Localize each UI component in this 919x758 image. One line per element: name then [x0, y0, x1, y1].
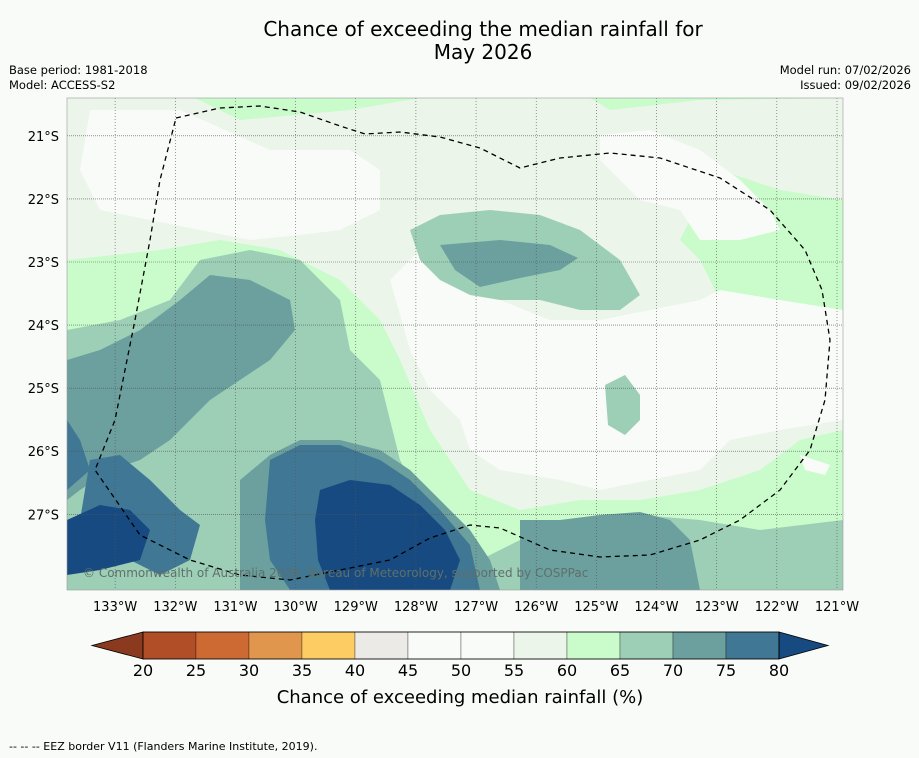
title-line-2: May 2026 — [433, 40, 533, 64]
plot-frame — [66, 97, 844, 591]
chart-title: Chance of exceeding the median rainfall … — [0, 18, 919, 64]
colorbar-band — [513, 631, 568, 660]
lat-tick-label: 26°S — [28, 445, 59, 460]
copyright-text: © Commonwealth of Australia 2026, Bureau… — [83, 566, 588, 580]
colorbar-band — [619, 631, 674, 660]
colorbar-tick-label: 20 — [133, 661, 153, 680]
lat-tick-label: 25°S — [28, 382, 59, 397]
lat-tick-label: 24°S — [28, 319, 59, 334]
lon-tick-label: 130°W — [274, 600, 318, 615]
lon-tick-label: 126°W — [514, 600, 558, 615]
lon-tick-label: 125°W — [574, 600, 618, 615]
colorbar: 20 25 30 35 40 45 50 55 60 65 70 75 80 — [90, 631, 830, 680]
issued-text: Issued: 09/02/2026 — [800, 78, 911, 92]
contour-region-80 — [67, 480, 460, 590]
colorbar-label: Chance of exceeding median rainfall (%) — [277, 687, 644, 708]
colorbar-tick-label: 60 — [557, 661, 577, 680]
gridlines — [67, 98, 843, 590]
chart-svg: © Commonwealth of Australia 2026, Bureau… — [28, 97, 859, 708]
lon-tick-label: 123°W — [695, 600, 739, 615]
colorbar-band — [672, 631, 727, 660]
colorbar-band — [195, 631, 250, 660]
colorbar-tick-label: 45 — [398, 661, 418, 680]
lon-tick-label: 128°W — [394, 600, 438, 615]
colorbar-band — [566, 631, 621, 660]
colorbar-tick-label: 80 — [769, 661, 789, 680]
lat-tick-label: 27°S — [28, 508, 59, 523]
title-line-1: Chance of exceeding the median rainfall … — [263, 17, 703, 41]
latitude-ticks: 21°S 22°S 23°S 24°S 25°S 26°S 27°S — [28, 130, 59, 523]
lon-tick-label: 133°W — [93, 600, 137, 615]
colorbar-under-triangle — [90, 631, 144, 660]
longitude-ticks: 133°W 132°W 131°W 130°W 129°W 128°W 127°W 126°W… — [93, 600, 859, 615]
contour-region-70 — [67, 240, 700, 590]
colorbar-tick-label: 25 — [186, 661, 206, 680]
colorbar-tick-label: 50 — [451, 661, 471, 680]
colorbar-band — [354, 631, 409, 660]
colorbar-tick-label: 30 — [239, 661, 259, 680]
colorbar-band — [248, 631, 303, 660]
lon-tick-label: 122°W — [755, 600, 799, 615]
colorbar-tick-label: 40 — [345, 661, 365, 680]
eez-border-line — [94, 105, 831, 581]
colorbar-tick-label: 55 — [504, 661, 524, 680]
meta-right: Model run: 07/02/2026 Issued: 09/02/2026 — [780, 63, 911, 93]
lon-tick-label: 124°W — [634, 600, 678, 615]
lat-tick-label: 23°S — [28, 256, 59, 271]
colorbar-over-triangle — [778, 631, 830, 660]
model-run-text: Model run: 07/02/2026 — [779, 63, 911, 77]
lon-tick-label: 121°W — [815, 600, 859, 615]
colorbar-tick-label: 75 — [716, 661, 736, 680]
lat-tick-label: 22°S — [28, 193, 59, 208]
lon-tick-label: 127°W — [454, 600, 498, 615]
base-period-text: Base period: 1981-2018 — [9, 63, 148, 77]
colorbar-band — [407, 631, 462, 660]
contour-regions — [67, 98, 843, 590]
colorbar-band — [142, 631, 197, 660]
lon-tick-label: 129°W — [334, 600, 378, 615]
lat-tick-label: 21°S — [28, 130, 59, 145]
contour-region-50 — [80, 110, 843, 490]
lon-tick-label: 132°W — [153, 600, 197, 615]
lon-tick-label: 131°W — [213, 600, 257, 615]
colorbar-band — [725, 631, 780, 660]
colorbar-tick-label: 70 — [663, 661, 683, 680]
model-text: Model: ACCESS-S2 — [9, 78, 116, 92]
meta-left: Base period: 1981-2018 Model: ACCESS-S2 — [9, 63, 148, 93]
colorbar-tick-label: 35 — [292, 661, 312, 680]
colorbar-band — [460, 631, 515, 660]
colorbar-frame — [142, 631, 780, 660]
colorbar-tick-label: 65 — [610, 661, 630, 680]
footer-note: -- -- -- EEZ border V11 (Flanders Marine… — [9, 740, 318, 753]
colorbar-band — [301, 631, 356, 660]
